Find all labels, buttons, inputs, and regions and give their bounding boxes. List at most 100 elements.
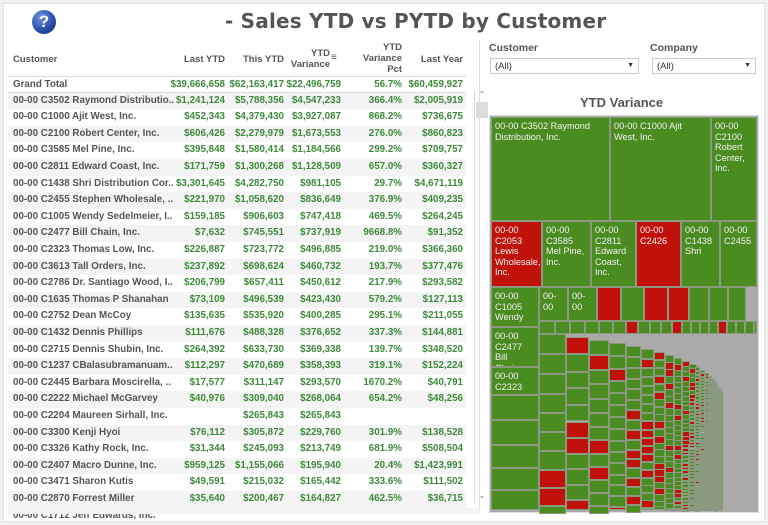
- treemap-tile[interactable]: [720, 408, 723, 411]
- treemap-tile[interactable]: [589, 384, 610, 399]
- treemap-tile[interactable]: [717, 402, 720, 405]
- treemap-tile[interactable]: [682, 477, 690, 481]
- treemap-tile[interactable]: [664, 502, 675, 511]
- treemap-tile[interactable]: [700, 395, 705, 399]
- treemap-tile[interactable]: [711, 485, 715, 488]
- treemap-tile[interactable]: [708, 403, 712, 406]
- treemap-tile[interactable]: [566, 421, 590, 438]
- treemap-tile[interactable]: [700, 466, 705, 469]
- treemap-tile[interactable]: [719, 431, 722, 434]
- treemap-tile[interactable]: [711, 503, 715, 506]
- treemap-tile[interactable]: [711, 411, 715, 414]
- treemap-tile[interactable]: [704, 420, 709, 423]
- treemap-tile[interactable]: [719, 493, 722, 496]
- treemap-tile[interactable]: [689, 405, 696, 410]
- treemap-tile[interactable]: 00-00 C2323: [491, 367, 539, 395]
- treemap-tile[interactable]: [704, 416, 709, 419]
- treemap-tile[interactable]: [609, 485, 627, 497]
- treemap-tile[interactable]: [609, 452, 627, 464]
- treemap-tile[interactable]: [700, 376, 705, 380]
- treemap-tile[interactable]: [704, 418, 709, 421]
- treemap-tile[interactable]: [682, 470, 690, 474]
- treemap-tile[interactable]: [700, 464, 705, 467]
- treemap-tile[interactable]: [717, 388, 720, 391]
- treemap-tile[interactable]: [599, 321, 613, 334]
- treemap-tile[interactable]: [717, 408, 720, 411]
- treemap-tile[interactable]: [695, 428, 701, 432]
- treemap-tile[interactable]: [720, 488, 723, 491]
- treemap-tile[interactable]: [704, 424, 709, 427]
- treemap-tile[interactable]: [714, 437, 717, 440]
- treemap-tile[interactable]: [626, 420, 642, 431]
- treemap-tile[interactable]: [566, 354, 590, 372]
- treemap-tile[interactable]: [708, 499, 712, 502]
- treemap-tile[interactable]: [720, 416, 723, 419]
- scroll-down-icon[interactable]: ⌄: [478, 491, 486, 500]
- treemap-tile[interactable]: [745, 321, 755, 334]
- treemap-tile[interactable]: [719, 407, 722, 410]
- treemap-tile[interactable]: [719, 449, 722, 452]
- treemap-tile[interactable]: [708, 463, 712, 466]
- treemap-tile[interactable]: [700, 484, 705, 487]
- treemap-tile[interactable]: [700, 456, 705, 459]
- treemap-tile[interactable]: [704, 406, 709, 410]
- treemap-tile[interactable]: [704, 482, 709, 485]
- treemap-tile[interactable]: [704, 492, 709, 495]
- treemap-tile[interactable]: [711, 443, 715, 446]
- treemap-tile[interactable]: [641, 412, 654, 422]
- treemap-tile[interactable]: [626, 504, 642, 513]
- treemap-tile[interactable]: [700, 398, 705, 401]
- treemap-tile[interactable]: [719, 389, 722, 392]
- treemap-tile[interactable]: [717, 478, 720, 481]
- treemap-tile[interactable]: [708, 459, 712, 462]
- treemap-tile[interactable]: [714, 389, 717, 392]
- treemap-tile[interactable]: [700, 496, 705, 499]
- treemap-tile[interactable]: 00-00 C2811 Edward Coast, Inc.: [591, 221, 636, 287]
- treemap-tile[interactable]: [589, 426, 610, 441]
- treemap-tile[interactable]: [641, 395, 654, 405]
- treemap-tile[interactable]: [714, 453, 717, 456]
- table-row[interactable]: 00-00 C1005 Wendy Sedelmeier, I.. $159,18…: [8, 209, 466, 226]
- treemap-tile[interactable]: [695, 460, 701, 464]
- treemap-tile[interactable]: [719, 421, 722, 424]
- treemap-tile[interactable]: [589, 466, 610, 481]
- treemap-tile[interactable]: [717, 400, 720, 403]
- treemap-tile[interactable]: [717, 456, 720, 459]
- treemap-tile[interactable]: [714, 469, 717, 472]
- treemap-tile[interactable]: [700, 392, 705, 396]
- treemap-tile[interactable]: [719, 417, 722, 420]
- treemap-tile[interactable]: [717, 468, 720, 471]
- treemap-tile[interactable]: [714, 489, 717, 492]
- treemap-tile[interactable]: [704, 444, 709, 447]
- treemap-tile[interactable]: [695, 442, 701, 446]
- treemap-tile[interactable]: [682, 463, 690, 467]
- treemap-tile[interactable]: [719, 491, 722, 494]
- treemap-tile[interactable]: [708, 495, 712, 498]
- treemap-tile[interactable]: [704, 392, 709, 395]
- table-row[interactable]: 00-00 C3471 Sharon Kutis $49,591 $215,032 $…: [8, 474, 466, 491]
- treemap-tile[interactable]: [717, 410, 720, 413]
- treemap-tile[interactable]: [714, 487, 717, 490]
- table-row[interactable]: 00-00 C1712 Jeff Edwards, Inc.: [8, 508, 466, 525]
- treemap-tile[interactable]: [708, 497, 712, 500]
- treemap-tile[interactable]: [720, 442, 723, 445]
- treemap-tile[interactable]: [719, 437, 722, 440]
- treemap-tile[interactable]: [714, 421, 717, 424]
- treemap-tile[interactable]: [700, 430, 705, 433]
- treemap-tile[interactable]: [708, 433, 712, 436]
- treemap-tile[interactable]: [720, 456, 723, 459]
- treemap-tile[interactable]: [700, 432, 705, 435]
- treemap-tile[interactable]: [695, 382, 701, 386]
- treemap-tile[interactable]: [719, 473, 722, 476]
- treemap-tile[interactable]: [700, 417, 705, 421]
- treemap-tile[interactable]: [695, 431, 701, 435]
- treemap-tile[interactable]: [719, 427, 722, 430]
- treemap-tile[interactable]: [695, 487, 701, 490]
- treemap-tile[interactable]: 00-00 C3585 Mel Pine, Inc.: [542, 221, 591, 287]
- treemap-tile[interactable]: [700, 460, 705, 463]
- treemap-tile[interactable]: [695, 385, 701, 390]
- treemap-tile[interactable]: [717, 472, 720, 475]
- treemap-tile[interactable]: [717, 506, 720, 509]
- treemap-tile[interactable]: [720, 450, 723, 453]
- treemap-tile[interactable]: [682, 509, 690, 512]
